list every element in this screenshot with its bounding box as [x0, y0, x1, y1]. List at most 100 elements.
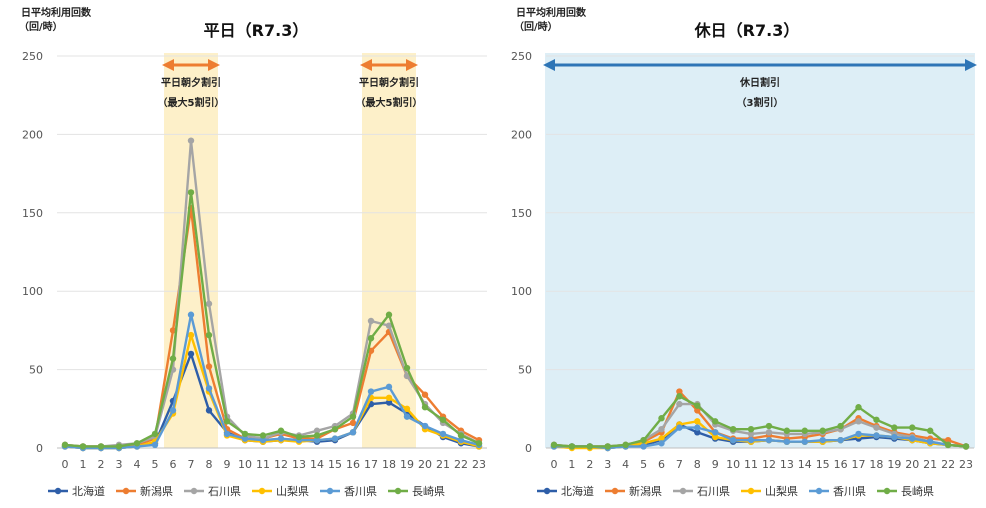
legend-swatch-marker	[394, 487, 402, 495]
data-point	[765, 422, 773, 430]
legend-label: 北海道	[561, 484, 594, 498]
legend-item: 北海道	[537, 484, 594, 498]
series-line	[64, 139, 480, 448]
data-point	[187, 189, 195, 196]
data-point	[169, 355, 177, 362]
legend-label: 北海道	[72, 484, 105, 498]
data-point	[747, 425, 755, 433]
legend-item: 山梨県	[741, 484, 798, 498]
data-point	[403, 364, 411, 372]
x-tick-label: 18	[869, 458, 883, 471]
data-point	[151, 441, 159, 449]
x-tick-label: 6	[170, 458, 177, 471]
x-tick-label: 1	[80, 458, 87, 471]
x-tick-label: 21	[436, 458, 450, 471]
data-point	[205, 300, 213, 307]
data-point	[457, 436, 465, 444]
x-tick-label: 9	[712, 458, 719, 471]
data-point	[658, 435, 665, 442]
data-point	[403, 413, 411, 420]
series-2	[61, 137, 483, 450]
data-point	[712, 433, 719, 441]
x-tick-label: 19	[887, 458, 901, 471]
y-tick-label: 200	[511, 128, 532, 141]
y-tick-label: 50	[29, 364, 43, 377]
data-point	[783, 438, 791, 445]
series-line	[64, 191, 480, 448]
x-tick-label: 0	[551, 458, 558, 471]
legend-label: 長崎県	[412, 484, 445, 498]
data-point	[855, 418, 862, 425]
y-tick-label: 200	[22, 128, 43, 141]
legend-swatch-marker	[883, 487, 891, 495]
data-point	[658, 440, 665, 447]
data-point	[658, 415, 665, 422]
x-tick-label: 4	[134, 458, 141, 471]
y-tick-label: 0	[525, 442, 532, 455]
data-point	[909, 435, 916, 442]
discount-label: 平日朝夕割引	[359, 76, 419, 89]
data-point	[313, 432, 321, 439]
data-point	[421, 391, 429, 398]
x-tick-label: 21	[923, 458, 937, 471]
legend-label: 石川県	[697, 485, 730, 498]
data-point	[712, 418, 719, 425]
data-point	[676, 400, 683, 408]
x-tick-label: 16	[346, 458, 360, 471]
x-tick-label: 2	[586, 458, 593, 471]
data-point	[421, 422, 429, 430]
x-tick-label: 10	[726, 458, 740, 471]
legend-item: 石川県	[673, 485, 730, 498]
discount-band	[164, 53, 218, 448]
data-point	[259, 436, 267, 444]
x-tick-label: 3	[116, 458, 123, 471]
x-tick-label: 8	[206, 458, 213, 471]
legend-label: 香川県	[833, 485, 866, 498]
data-point	[891, 433, 898, 441]
discount-label: （最大5割引）	[356, 96, 423, 109]
data-point	[819, 427, 826, 434]
y-tick-label: 150	[511, 207, 532, 220]
legend-swatch-marker	[190, 487, 198, 495]
x-tick-label: 16	[834, 458, 848, 471]
x-tick-label: 22	[941, 458, 955, 471]
legend-swatch-marker	[543, 487, 551, 495]
data-point	[223, 418, 231, 425]
legend-label: 新潟県	[629, 484, 662, 498]
x-tick-label: 22	[454, 458, 468, 471]
data-point	[909, 424, 916, 431]
data-point	[676, 388, 683, 395]
y-tick-label: 100	[22, 285, 43, 298]
data-point	[944, 441, 952, 449]
x-tick-label: 11	[744, 458, 758, 471]
data-point	[223, 430, 231, 438]
data-point	[712, 429, 719, 436]
data-point	[331, 425, 339, 433]
discount-label: 平日朝夕割引	[161, 76, 221, 89]
legend-item: 新潟県	[116, 484, 173, 498]
legend-swatch-marker	[122, 487, 130, 495]
legend-item: 山梨県	[252, 484, 309, 498]
legend-item: 香川県	[809, 485, 866, 498]
data-point	[403, 405, 411, 412]
legend-item: 新潟県	[605, 484, 662, 498]
y-tick-label: 150	[22, 207, 43, 220]
discount-band	[545, 53, 975, 448]
x-tick-label: 5	[640, 458, 647, 471]
data-point	[550, 441, 558, 449]
x-tick-label: 8	[694, 458, 701, 471]
x-tick-label: 5	[152, 458, 159, 471]
data-point	[259, 432, 267, 439]
data-point	[151, 430, 159, 438]
data-point	[783, 427, 791, 434]
series-line	[64, 313, 480, 450]
data-point	[187, 311, 195, 318]
legend-swatch-marker	[611, 487, 619, 495]
legend-swatch-marker	[747, 487, 755, 495]
data-point	[729, 425, 737, 433]
legend-label: 石川県	[208, 485, 241, 498]
data-point	[747, 436, 755, 444]
data-point	[819, 436, 826, 444]
data-point	[367, 317, 375, 325]
